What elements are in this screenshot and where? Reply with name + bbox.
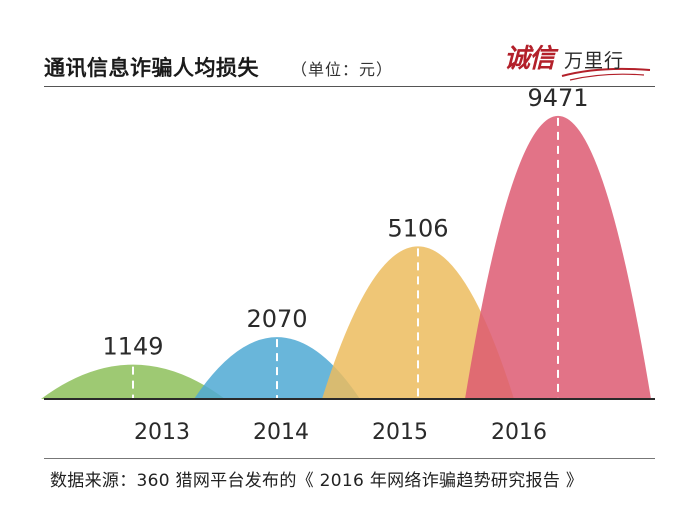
x-tick-label-2015: 2015 bbox=[372, 420, 428, 445]
data-label-2014: 2070 bbox=[246, 305, 307, 333]
x-tick-label-2014: 2014 bbox=[253, 420, 309, 445]
x-tick-label-2013: 2013 bbox=[134, 420, 190, 445]
brand-logo: 诚信 万里行 bbox=[504, 36, 654, 84]
data-label-2016: 9471 bbox=[527, 84, 588, 112]
chart-header: 通讯信息诈骗人均损失 （单位：元） bbox=[44, 50, 655, 84]
brand-text-dark: 万里行 bbox=[564, 50, 625, 72]
data-label-2013: 1149 bbox=[102, 333, 163, 361]
chart-unit: （单位：元） bbox=[291, 60, 394, 79]
source-divider bbox=[44, 458, 655, 459]
header-divider bbox=[44, 86, 655, 87]
brand-swoosh-icon bbox=[561, 67, 651, 81]
source-note: 数据来源：360 猎网平台发布的《 2016 年网络诈骗趋势研究报告 》 bbox=[50, 471, 584, 491]
x-tick-label-2016: 2016 bbox=[491, 420, 547, 445]
area-2016 bbox=[465, 115, 651, 399]
data-label-2015: 5106 bbox=[387, 214, 448, 242]
brand-text-red: 诚信 bbox=[504, 44, 555, 74]
chart-title: 通讯信息诈骗人均损失 bbox=[44, 56, 259, 80]
